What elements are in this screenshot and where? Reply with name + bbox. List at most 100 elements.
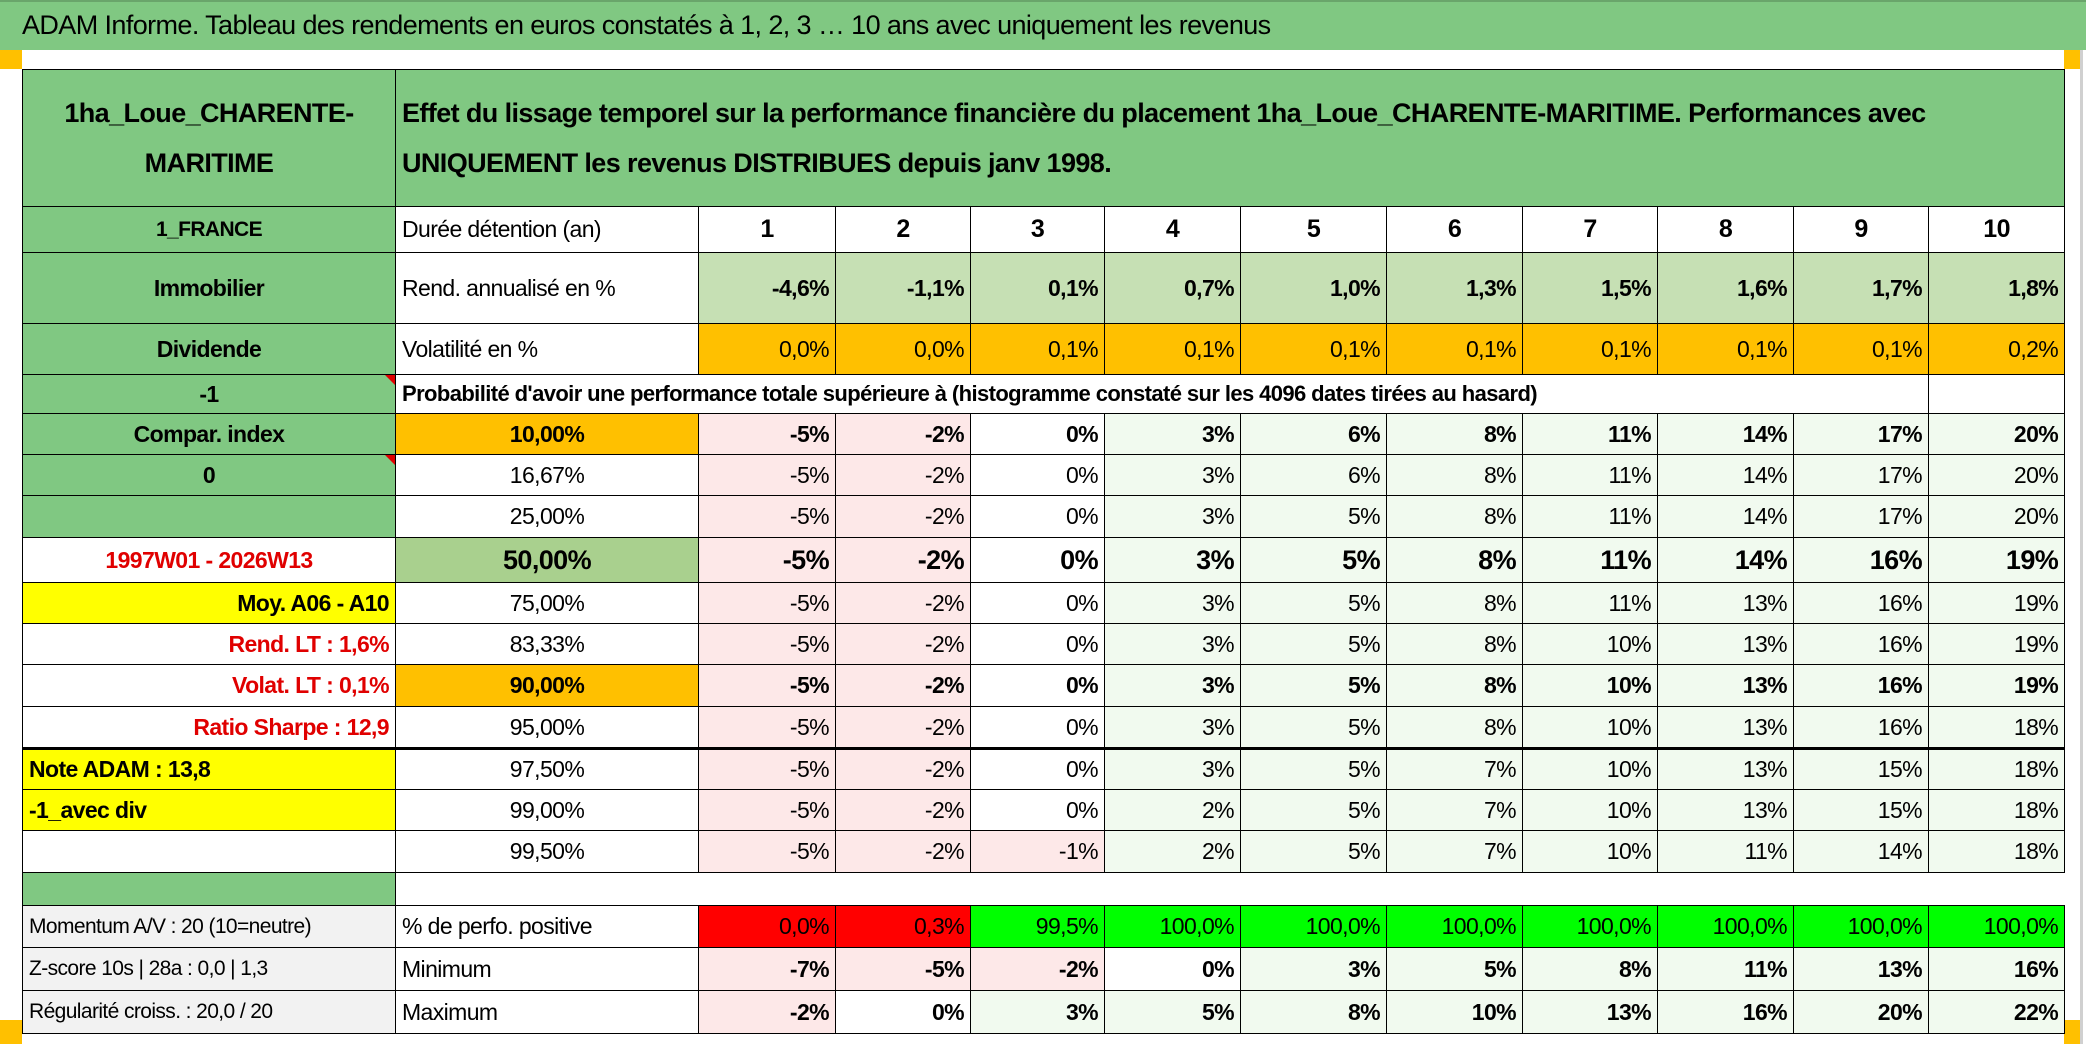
stats-row: Momentum A/V : 20 (10=neutre)% de perfo.… xyxy=(22,905,2066,948)
performance-cell: 13% xyxy=(1657,789,1794,831)
performance-cell: 18% xyxy=(1927,830,2066,873)
performance-cell: 5% xyxy=(1240,706,1387,749)
performance-cell: 0% xyxy=(970,454,1105,496)
performance-cell: 14% xyxy=(1793,830,1929,873)
type: Dividende xyxy=(22,323,396,375)
year-header: 7 xyxy=(1522,206,1658,253)
volatility-cell: 0,1% xyxy=(970,323,1105,375)
annual-return-cell: 1,8% xyxy=(1927,252,2066,324)
stats-cell: 13% xyxy=(1793,947,1929,991)
performance-cell: 16% xyxy=(1793,664,1929,707)
performance-cell: 8% xyxy=(1386,706,1523,749)
performance-cell: -2% xyxy=(835,789,971,831)
performance-cell: 3% xyxy=(1104,454,1241,496)
stats-cell: 99,5% xyxy=(970,905,1105,948)
performance-cell: 19% xyxy=(1927,537,2066,583)
stats-cell: 3% xyxy=(1240,947,1387,991)
annual-return-cell: 1,3% xyxy=(1386,252,1523,324)
performance-cell: 15% xyxy=(1793,789,1929,831)
performance-cell: 3% xyxy=(1104,537,1241,583)
performance-cell: -2% xyxy=(835,748,971,790)
threshold-percent: 75,00% xyxy=(395,582,699,624)
stats-cell: 20% xyxy=(1793,990,1929,1034)
performance-cell: 5% xyxy=(1240,623,1387,665)
performance-cell: -2% xyxy=(835,623,971,665)
performance-cell: 0% xyxy=(970,413,1105,455)
performance-cell: 3% xyxy=(1104,706,1241,749)
performance-cell: 10% xyxy=(1522,623,1658,665)
stats-cell: 100,0% xyxy=(1522,905,1658,948)
performance-cell: 11% xyxy=(1522,454,1658,496)
annual-return-cell: 1,5% xyxy=(1522,252,1658,324)
annual-return-cell: -1,1% xyxy=(835,252,971,324)
return-label: Rend. annualisé en % xyxy=(395,252,699,324)
cell-marker xyxy=(0,50,22,69)
category: Immobilier xyxy=(22,252,396,324)
performance-cell: -2% xyxy=(835,537,971,583)
performance-cell: 14% xyxy=(1657,495,1794,538)
threshold-percent: 16,67% xyxy=(395,454,699,496)
stats-cell: 3% xyxy=(970,990,1105,1034)
performance-cell: -5% xyxy=(698,623,836,665)
performance-cell: 5% xyxy=(1240,582,1387,624)
cell-marker xyxy=(2064,1020,2080,1044)
stats-label: % de perfo. positive xyxy=(395,905,699,948)
side-info: Moy. A06 - A10 xyxy=(22,582,396,624)
volatility-label: Volatilité en % xyxy=(395,323,699,375)
performance-cell: 13% xyxy=(1657,706,1794,749)
stats-cell: 13% xyxy=(1522,990,1658,1034)
duration-label: Durée détention (an) xyxy=(395,206,699,253)
performance-cell: 0% xyxy=(970,537,1105,583)
threshold-percent: 99,00% xyxy=(395,789,699,831)
performance-cell: 11% xyxy=(1522,495,1658,538)
annual-return-cell: 0,7% xyxy=(1104,252,1241,324)
probability-row: 99,50% -5% -2% -1% 2% 5% 7% 10% 11% 14% 18% xyxy=(22,830,2066,873)
probability-row: 25,00% -5% -2% 0% 3% 5% 8% 11% 14% 17% 20% xyxy=(22,495,2066,538)
performance-cell: 0% xyxy=(970,623,1105,665)
volatility-cell: 0,2% xyxy=(1927,323,2066,375)
stats-label: Maximum xyxy=(395,990,699,1034)
stats-cell: 0,3% xyxy=(835,905,971,948)
side-info xyxy=(22,495,396,538)
performance-cell: 5% xyxy=(1240,495,1387,538)
performance-cell: 8% xyxy=(1386,495,1523,538)
performance-cell: 7% xyxy=(1386,830,1523,873)
performance-cell: 2% xyxy=(1104,830,1241,873)
probability-row: Ratio Sharpe : 12,9 95,00% -5% -2% 0% 3% 5% 8% 1… xyxy=(22,706,2066,749)
performance-cell: 18% xyxy=(1927,748,2066,790)
stats-cell: 0% xyxy=(835,990,971,1034)
performance-cell: 11% xyxy=(1522,537,1658,583)
annual-return-cell: 0,1% xyxy=(970,252,1105,324)
performance-cell: -2% xyxy=(835,830,971,873)
performance-cell: 6% xyxy=(1240,413,1387,455)
performance-cell: 8% xyxy=(1386,623,1523,665)
performance-cell: -5% xyxy=(698,413,836,455)
volatility-cell: 0,1% xyxy=(1522,323,1658,375)
stats-cell: 16% xyxy=(1657,990,1794,1034)
year-header: 8 xyxy=(1657,206,1794,253)
stats-cell: 100,0% xyxy=(1927,905,2066,948)
description: Effet du lissage temporel sur la perform… xyxy=(394,69,2066,207)
probability-row: 0 16,67% -5% -2% 0% 3% 6% 8% 11% 14% 17% 20% xyxy=(22,454,2066,496)
performance-cell: 8% xyxy=(1386,537,1523,583)
performance-cell: -2% xyxy=(835,706,971,749)
performance-cell: -2% xyxy=(835,454,971,496)
performance-cell: 5% xyxy=(1240,830,1387,873)
performance-cell: 17% xyxy=(1793,495,1929,538)
performance-cell: 10% xyxy=(1522,789,1658,831)
empty-cell xyxy=(1793,374,1929,414)
stats-cell: 100,0% xyxy=(1386,905,1523,948)
stats-cell: 100,0% xyxy=(1240,905,1387,948)
stats-cell: -2% xyxy=(698,990,836,1034)
performance-cell: 20% xyxy=(1927,454,2066,496)
year-header: 6 xyxy=(1386,206,1523,253)
year-header: 3 xyxy=(970,206,1105,253)
annual-return-cell: 1,7% xyxy=(1793,252,1929,324)
threshold-percent: 50,00% xyxy=(395,537,699,583)
stats-side-info: Momentum A/V : 20 (10=neutre) xyxy=(22,905,396,948)
probability-row: 1997W01 - 2026W13 50,00% -5% -2% 0% 3% 5% 8% 11%… xyxy=(22,537,2066,583)
cell-marker xyxy=(2064,50,2080,69)
performance-cell: 20% xyxy=(1927,413,2066,455)
performance-cell: 18% xyxy=(1927,789,2066,831)
performance-cell: 10% xyxy=(1522,664,1658,707)
